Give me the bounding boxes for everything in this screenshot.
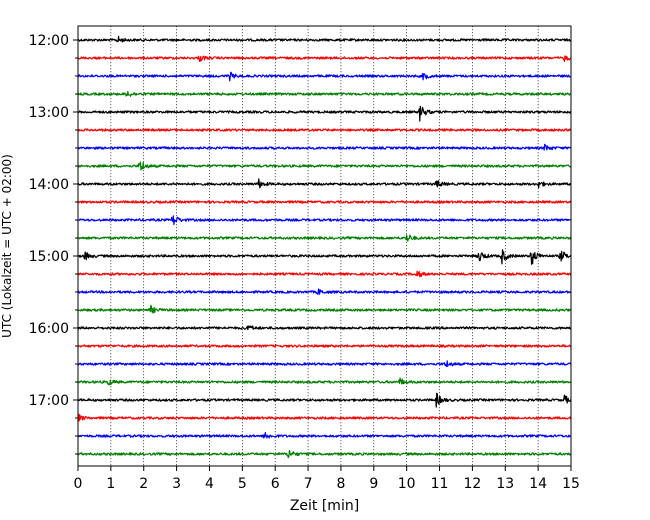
y-tick-label: 15:00 bbox=[29, 249, 69, 265]
trace-1415 bbox=[77, 200, 572, 204]
x-axis: 0 1 2 3 4 5 6 7 8 9 10 11 12 13 14 15 bbox=[74, 466, 580, 492]
y-axis-label: UTC (Lokalzeit = UTC + 02:00) bbox=[0, 154, 14, 338]
trace-1315 bbox=[77, 128, 572, 132]
x-tick-label: 9 bbox=[369, 476, 378, 492]
plot-frame bbox=[77, 25, 572, 467]
trace-1630 bbox=[77, 360, 572, 368]
x-tick-label: 4 bbox=[205, 476, 214, 492]
trace-1545 bbox=[77, 304, 572, 314]
y-axis: 12:00 13:00 14:00 15:00 16:00 17:00 bbox=[29, 33, 78, 455]
x-tick-label: 7 bbox=[304, 476, 313, 492]
trace-1230 bbox=[77, 71, 572, 82]
trace-1400 bbox=[77, 178, 572, 189]
trace-1615 bbox=[77, 344, 572, 348]
trace-1530 bbox=[77, 288, 572, 295]
x-tick-label: 10 bbox=[398, 476, 416, 492]
x-tick-label: 14 bbox=[529, 476, 547, 492]
x-tick-label: 2 bbox=[139, 476, 148, 492]
x-tick-label: 0 bbox=[74, 476, 83, 492]
trace-1500 bbox=[77, 249, 572, 265]
grid bbox=[110, 26, 539, 466]
x-tick-label: 15 bbox=[562, 476, 580, 492]
trace-1715 bbox=[77, 413, 572, 422]
x-tick-label: 11 bbox=[431, 476, 449, 492]
trace-1430 bbox=[77, 215, 572, 226]
trace-1215 bbox=[77, 55, 572, 63]
trace-1330 bbox=[77, 143, 572, 151]
trace-1730 bbox=[77, 431, 572, 439]
trace-1515 bbox=[77, 270, 572, 278]
trace-1200 bbox=[77, 35, 572, 43]
x-tick-label: 1 bbox=[106, 476, 115, 492]
trace-1345 bbox=[77, 161, 572, 171]
x-tick-label: 12 bbox=[463, 476, 481, 492]
x-axis-label: Zeit [min] bbox=[290, 498, 359, 514]
x-tick-label: 8 bbox=[336, 476, 345, 492]
traces bbox=[77, 35, 572, 459]
y-tick-label: 12:00 bbox=[29, 33, 69, 49]
x-tick-label: 6 bbox=[271, 476, 280, 492]
trace-1445 bbox=[77, 234, 572, 242]
x-tick-label: 3 bbox=[172, 476, 181, 492]
y-tick-label: 16:00 bbox=[29, 321, 69, 337]
y-tick-label: 17:00 bbox=[29, 393, 69, 409]
y-tick-label: 14:00 bbox=[29, 177, 69, 193]
trace-1700 bbox=[77, 392, 572, 408]
trace-1745 bbox=[77, 449, 572, 459]
trace-1245 bbox=[77, 90, 572, 97]
y-tick-label: 13:00 bbox=[29, 105, 69, 121]
x-tick-label: 5 bbox=[238, 476, 247, 492]
trace-1600 bbox=[77, 325, 572, 331]
x-tick-label: 13 bbox=[496, 476, 514, 492]
trace-1300 bbox=[77, 105, 572, 122]
trace-1645 bbox=[77, 377, 572, 386]
